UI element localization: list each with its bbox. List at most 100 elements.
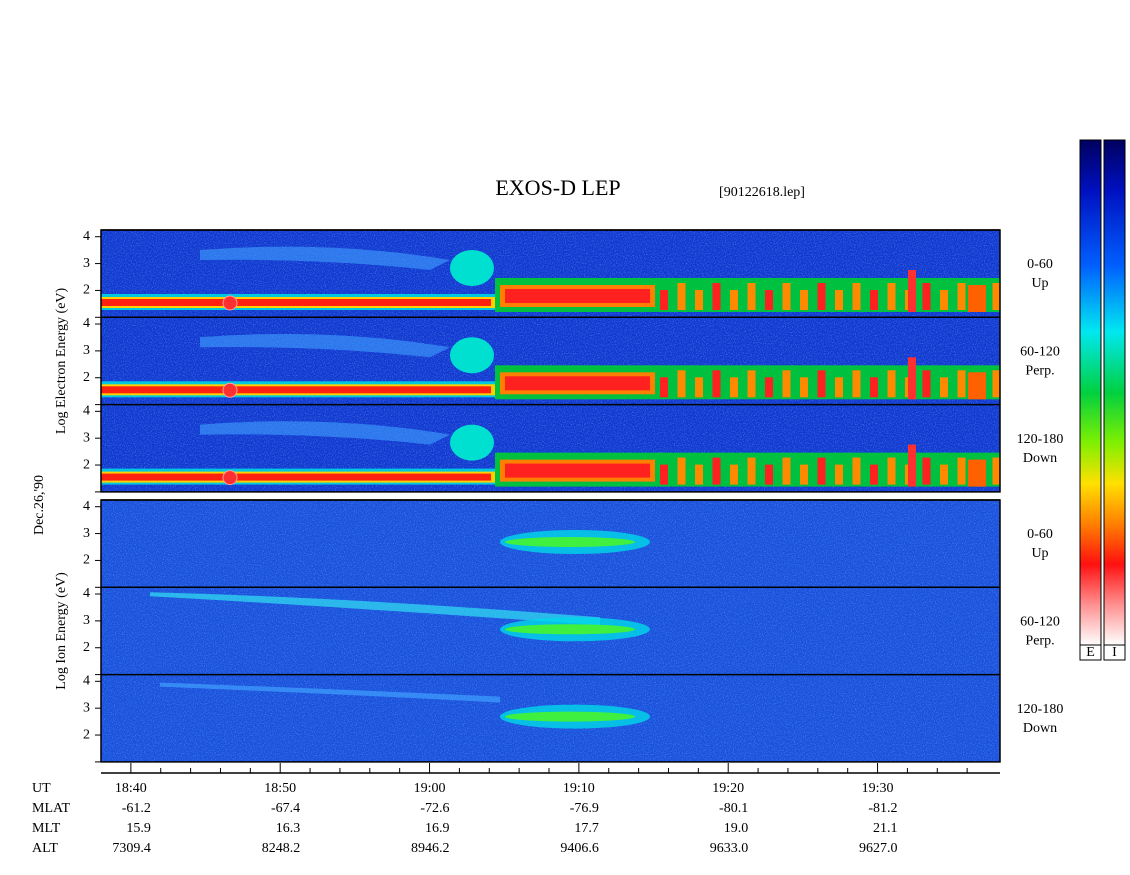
ephemeris-value: 9633.0 — [710, 841, 749, 856]
spectrum-burst — [908, 270, 916, 312]
spectrum-burst — [782, 283, 791, 310]
spectrum-burst — [747, 457, 756, 485]
spectrum-burst — [660, 290, 668, 310]
group-frame — [100, 499, 1001, 763]
spectrum-burst — [870, 377, 878, 398]
y-tick-label: 3 — [83, 700, 90, 715]
spectrum-burst — [730, 290, 738, 310]
panel-label: 120-180 — [1017, 432, 1064, 447]
y-tick-label: 2 — [83, 370, 90, 385]
spectrum-blob — [222, 295, 238, 311]
y-tick-label: 4 — [83, 229, 90, 244]
spectrum-burst — [712, 370, 721, 398]
y-tick-label: 4 — [83, 404, 90, 419]
spectrum-burst — [660, 464, 668, 485]
spectrum-burst — [747, 283, 756, 310]
spectrum-burst — [660, 377, 668, 398]
spectrum-core — [505, 711, 635, 722]
spectrum-burst — [922, 370, 931, 398]
ephemeris-value: -76.9 — [570, 801, 599, 816]
ephemeris-value: 8248.2 — [262, 841, 301, 856]
ephemeris-value: -67.4 — [271, 801, 300, 816]
y-tick-label: 3 — [83, 343, 90, 358]
spectrum-burst — [765, 290, 773, 310]
y-tick-label: 2 — [83, 727, 90, 742]
spectrum-burst — [992, 457, 1001, 485]
y-tick-label: 4 — [83, 499, 90, 514]
spectrum-band — [505, 376, 650, 391]
y-tick-label: 4 — [83, 674, 90, 689]
panel-sublabel: Up — [1031, 276, 1048, 291]
ephemeris-name: MLAT — [32, 801, 71, 816]
ephemeris-value: 8946.2 — [411, 841, 450, 856]
spectrum-band — [101, 299, 491, 306]
spectrum-burst — [957, 457, 966, 485]
y-tick-label: 2 — [83, 457, 90, 472]
panel-sublabel: Up — [1031, 546, 1048, 561]
spectrum-wisp — [150, 592, 600, 626]
color-bar — [1079, 139, 1102, 646]
spectrum-burst — [940, 464, 948, 485]
spectrum-burst — [968, 372, 986, 400]
spectrum-burst — [782, 370, 791, 398]
spectrum-burst — [800, 290, 808, 310]
ephemeris-value: 19.0 — [724, 821, 749, 836]
y-axis-label: Log Ion Energy (eV) — [54, 572, 69, 690]
x-tick-label: 19:00 — [414, 781, 446, 796]
spectrum-burst — [695, 377, 703, 398]
ephemeris-value: 16.3 — [276, 821, 301, 836]
spectrum-burst — [765, 464, 773, 485]
panel-sublabel: Perp. — [1025, 634, 1054, 649]
spectrum-burst — [800, 464, 808, 485]
spectrum-burst — [908, 357, 916, 400]
x-tick-label: 19:10 — [563, 781, 595, 796]
color-bar-label: I — [1112, 645, 1117, 660]
spectrum-burst — [887, 283, 896, 310]
spectrum-burst — [957, 370, 966, 398]
spectrum-burst — [730, 377, 738, 398]
spectrum-burst — [968, 459, 986, 487]
spectrum-burst — [870, 464, 878, 485]
x-tick-label: 19:20 — [712, 781, 744, 796]
spectrum-burst — [852, 457, 861, 485]
panel-label: 0-60 — [1027, 257, 1053, 272]
spectrum-burst — [940, 290, 948, 310]
y-tick-label: 4 — [83, 316, 90, 331]
spectrum-band — [505, 463, 650, 478]
panel-label: 60-120 — [1020, 345, 1060, 360]
ephemeris-value: 17.7 — [574, 821, 599, 836]
ephemeris-name: ALT — [32, 841, 58, 856]
spectrum-burst — [677, 370, 686, 398]
spectrum-band — [101, 386, 491, 394]
y-tick-label: 2 — [83, 283, 90, 298]
spectrum-burst — [887, 457, 896, 485]
spectrum-blob — [450, 250, 494, 286]
ephemeris-value: 9406.6 — [560, 841, 599, 856]
spectrum-burst — [695, 464, 703, 485]
date-label: Dec.26,'90 — [32, 475, 47, 535]
spectrum-core — [505, 537, 635, 547]
spectrum-burst — [908, 444, 916, 487]
spectrum-burst — [765, 377, 773, 398]
panel-label: 60-120 — [1020, 615, 1060, 630]
spectrum-burst — [677, 457, 686, 485]
spectrum-burst — [800, 377, 808, 398]
spectrum-burst — [747, 370, 756, 398]
ephemeris-value: 15.9 — [126, 821, 151, 836]
spectrum-band — [505, 289, 650, 303]
group-frame — [100, 229, 1001, 493]
spectrum-wisp — [200, 421, 450, 445]
x-tick-label: 18:50 — [264, 781, 296, 796]
spectrum-burst — [817, 457, 826, 485]
ephemeris-value: 7309.4 — [112, 841, 151, 856]
ephemeris-name: MLT — [32, 821, 61, 836]
panel-sublabel: Perp. — [1025, 364, 1054, 379]
ephemeris-value: 21.1 — [873, 821, 898, 836]
spectrum-blob — [450, 424, 494, 461]
x-tick-label: 19:30 — [862, 781, 894, 796]
x-tick-label: 18:40 — [115, 781, 147, 796]
spectrum-blob — [222, 470, 238, 486]
spectrum-burst — [852, 370, 861, 398]
y-tick-label: 3 — [83, 526, 90, 541]
